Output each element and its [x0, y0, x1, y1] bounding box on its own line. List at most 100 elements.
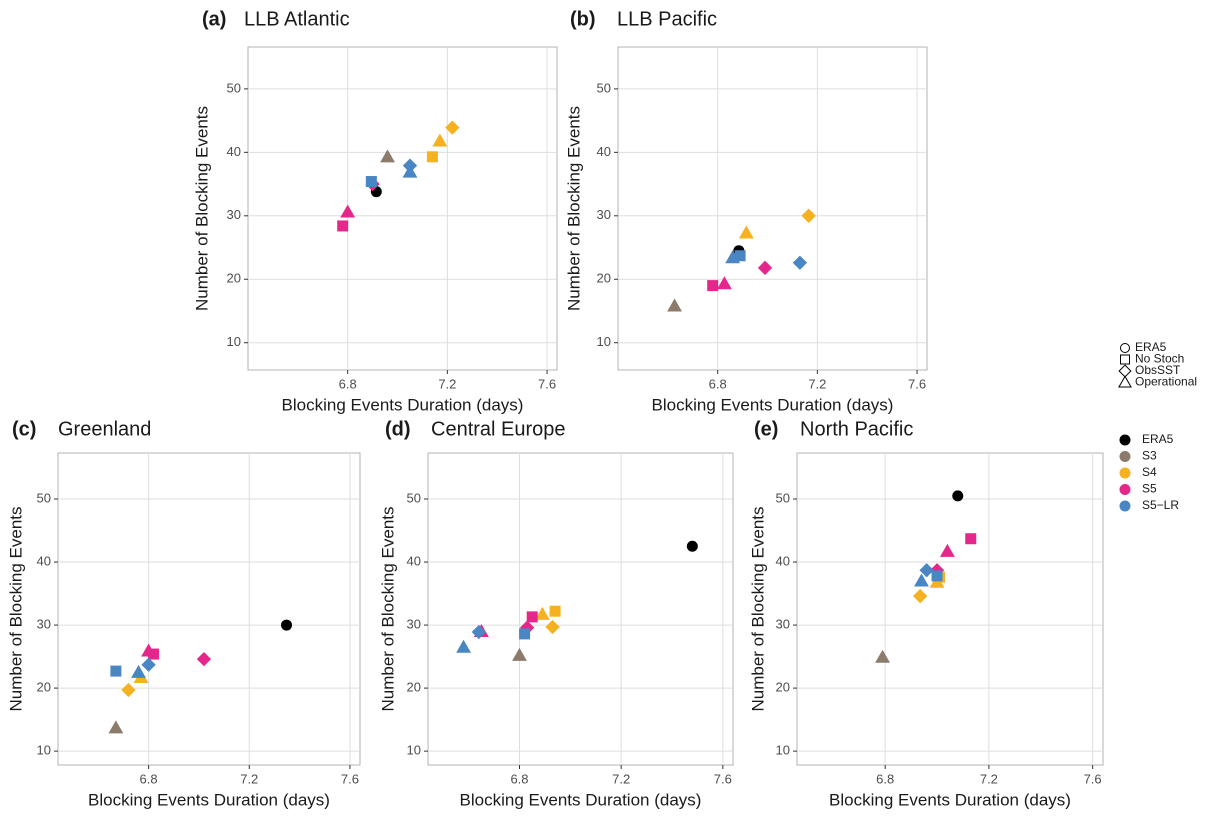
data-point	[432, 133, 448, 147]
data-point	[545, 619, 560, 635]
data-point	[725, 250, 741, 264]
y-tick-label: 50	[776, 490, 790, 505]
y-tick-label: 40	[37, 553, 51, 568]
x-tick-label: 6.8	[876, 771, 894, 786]
plot-panel	[57, 452, 361, 766]
data-point	[426, 151, 438, 163]
y-tick-label: 20	[227, 271, 241, 286]
data-point	[526, 611, 538, 623]
data-point	[549, 605, 561, 617]
panel-title: Greenland	[58, 418, 151, 440]
panel-title: LLB Atlantic	[244, 8, 350, 30]
y-tick-label: 20	[776, 680, 790, 695]
y-axis-label: Number of Blocking Events	[6, 506, 25, 711]
x-tick-label: 7.6	[714, 771, 732, 786]
legend-key	[1119, 434, 1131, 446]
legend-label: No Stoch	[1135, 352, 1184, 366]
data-point	[121, 682, 136, 698]
data-point	[519, 628, 531, 640]
x-tick-label: 7.6	[908, 376, 926, 391]
legend-key	[1119, 500, 1131, 512]
y-tick-label: 30	[227, 207, 241, 222]
data-point	[108, 720, 124, 734]
data-point	[534, 606, 550, 620]
y-tick-label: 40	[407, 553, 421, 568]
x-tick-label: 7.6	[538, 376, 556, 391]
y-axis-label: Number of Blocking Events	[378, 506, 397, 711]
x-axis-label: Blocking Events Duration (days)	[652, 395, 894, 414]
x-tick-label: 7.2	[808, 376, 826, 391]
y-axis-label: Number of Blocking Events	[564, 106, 583, 311]
data-point	[757, 260, 773, 275]
data-point	[445, 120, 460, 135]
legend-key	[1119, 451, 1131, 462]
y-tick-label: 50	[407, 490, 421, 505]
panel-tag: (b)	[570, 8, 596, 30]
x-tick-label: 6.8	[339, 376, 357, 391]
data-point	[686, 540, 698, 552]
data-point	[965, 533, 977, 545]
y-tick-label: 50	[597, 80, 611, 95]
data-point	[110, 665, 122, 677]
legend-key	[1120, 354, 1130, 365]
legend-key	[1118, 375, 1132, 388]
x-tick-label: 7.2	[980, 771, 998, 786]
data-point	[380, 149, 395, 163]
x-axis-label: Blocking Events Duration (days)	[282, 395, 524, 414]
x-axis-label: Blocking Events Duration (days)	[829, 790, 1071, 809]
legend-label: Operational	[1135, 375, 1197, 389]
y-tick-label: 10	[597, 334, 611, 349]
y-tick-label: 40	[597, 144, 611, 159]
panel-tag: (a)	[202, 8, 226, 30]
y-tick-label: 50	[37, 490, 51, 505]
x-tick-label: 7.2	[240, 771, 258, 786]
y-tick-label: 20	[597, 271, 611, 286]
panel-title: North Pacific	[800, 418, 913, 440]
legend-key	[1119, 467, 1131, 479]
data-point	[738, 225, 754, 239]
data-point	[337, 220, 349, 232]
y-tick-label: 20	[407, 680, 421, 695]
x-tick-label: 7.6	[1084, 771, 1102, 786]
data-point	[281, 619, 293, 631]
legend-key	[1118, 364, 1132, 378]
data-point	[716, 276, 732, 290]
y-tick-label: 30	[37, 617, 51, 632]
y-tick-label: 30	[407, 617, 421, 632]
data-point	[196, 651, 212, 667]
data-point	[340, 204, 356, 218]
panel-tag: (c)	[12, 418, 36, 440]
y-tick-label: 40	[776, 553, 790, 568]
data-point	[875, 649, 891, 663]
data-point	[952, 490, 964, 502]
legend-label: ERA5	[1142, 432, 1174, 446]
legend-key	[1120, 343, 1130, 353]
y-tick-label: 30	[776, 617, 790, 632]
y-axis-label: Number of Blocking Events	[192, 106, 211, 311]
data-point	[913, 588, 928, 604]
y-tick-label: 10	[776, 743, 790, 758]
x-tick-label: 6.8	[140, 771, 158, 786]
y-tick-label: 40	[227, 144, 241, 159]
legend-label: ERA5	[1135, 340, 1167, 354]
data-point	[512, 647, 527, 661]
data-point	[141, 657, 156, 672]
y-tick-label: 10	[37, 743, 51, 758]
data-point	[667, 298, 682, 312]
x-tick-label: 6.8	[510, 771, 528, 786]
data-point	[939, 543, 955, 557]
data-point	[931, 570, 943, 582]
y-tick-label: 20	[37, 680, 51, 695]
plot-panel	[796, 452, 1104, 766]
legend-label: ObsSST	[1135, 363, 1181, 377]
x-tick-label: 7.2	[612, 771, 630, 786]
plot-panel	[427, 452, 734, 766]
panel-tag: (e)	[754, 418, 778, 440]
legend-label: S5	[1142, 482, 1157, 496]
data-point	[402, 164, 418, 178]
data-point	[919, 563, 934, 578]
y-tick-label: 10	[407, 743, 421, 758]
data-point	[131, 664, 146, 678]
panel-title: LLB Pacific	[617, 8, 717, 30]
panel-tag: (d)	[385, 418, 411, 440]
